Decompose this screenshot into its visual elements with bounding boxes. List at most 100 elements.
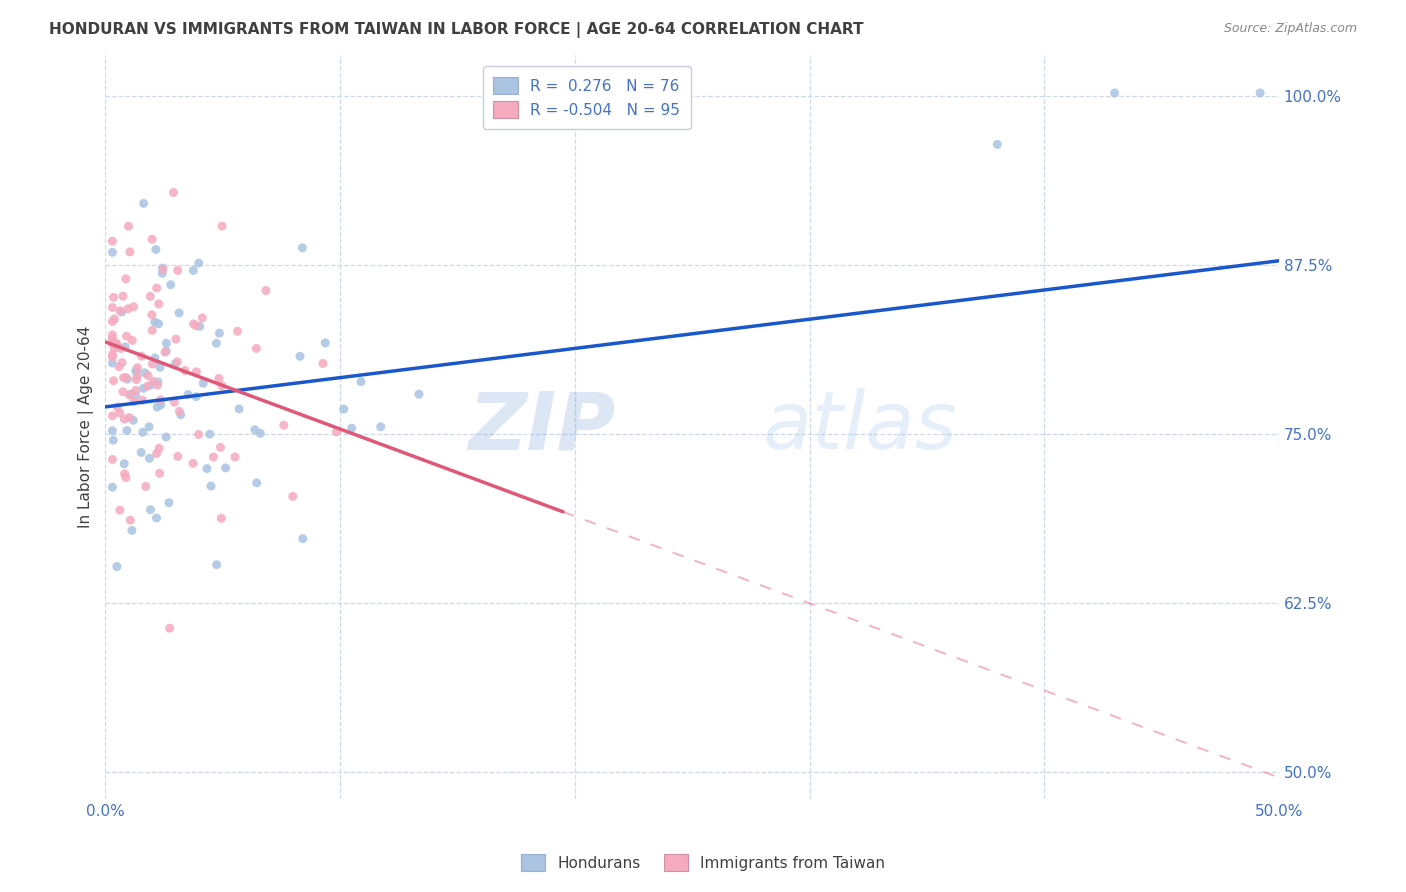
- Point: [101, 356, 124, 370]
- Point: [200, 479, 222, 493]
- Point: [165, 357, 187, 371]
- Point: [166, 263, 188, 277]
- Point: [101, 327, 124, 342]
- Y-axis label: In Labor Force | Age 20-64: In Labor Force | Age 20-64: [79, 326, 94, 528]
- Point: [191, 310, 214, 325]
- Legend: R =  0.276   N = 76, R = -0.504   N = 95: R = 0.276 N = 76, R = -0.504 N = 95: [482, 67, 690, 128]
- Point: [117, 219, 139, 234]
- Point: [208, 371, 231, 385]
- Point: [205, 558, 228, 572]
- Point: [103, 433, 125, 447]
- Point: [211, 219, 233, 234]
- Point: [312, 356, 335, 370]
- Text: atlas: atlas: [762, 388, 957, 467]
- Point: [281, 489, 304, 503]
- Point: [101, 234, 124, 248]
- Point: [149, 398, 172, 412]
- Point: [115, 272, 138, 286]
- Point: [115, 370, 138, 384]
- Point: [288, 349, 311, 363]
- Point: [132, 381, 155, 395]
- Point: [208, 326, 231, 341]
- Point: [254, 284, 277, 298]
- Point: [101, 350, 124, 364]
- Point: [139, 378, 162, 392]
- Point: [148, 442, 170, 456]
- Point: [186, 390, 208, 404]
- Point: [101, 409, 124, 423]
- Point: [202, 450, 225, 464]
- Point: [187, 256, 209, 270]
- Point: [108, 359, 131, 374]
- Point: [145, 447, 167, 461]
- Point: [101, 452, 124, 467]
- Point: [153, 345, 176, 359]
- Point: [166, 450, 188, 464]
- Point: [125, 369, 148, 384]
- Point: [105, 336, 128, 351]
- Point: [103, 374, 125, 388]
- Point: [170, 408, 193, 422]
- Point: [211, 379, 233, 393]
- Point: [103, 311, 125, 326]
- Point: [122, 394, 145, 409]
- Point: [141, 323, 163, 337]
- Point: [162, 186, 184, 200]
- Point: [188, 319, 211, 334]
- Legend: Hondurans, Immigrants from Taiwan: Hondurans, Immigrants from Taiwan: [515, 848, 891, 877]
- Point: [101, 334, 124, 349]
- Point: [181, 456, 204, 470]
- Point: [224, 450, 246, 464]
- Point: [117, 301, 139, 316]
- Point: [152, 261, 174, 276]
- Point: [408, 387, 430, 401]
- Point: [108, 503, 131, 517]
- Point: [209, 511, 232, 525]
- Point: [114, 340, 136, 354]
- Point: [149, 360, 172, 375]
- Point: [101, 314, 124, 328]
- Point: [226, 324, 249, 338]
- Point: [131, 393, 153, 408]
- Point: [112, 412, 135, 426]
- Point: [152, 262, 174, 277]
- Point: [332, 402, 354, 417]
- Point: [340, 421, 363, 435]
- Point: [177, 387, 200, 401]
- Point: [166, 355, 188, 369]
- Point: [167, 306, 190, 320]
- Point: [145, 281, 167, 295]
- Point: [325, 425, 347, 439]
- Point: [136, 368, 159, 383]
- Point: [187, 427, 209, 442]
- Point: [246, 475, 269, 490]
- Point: [149, 467, 172, 481]
- Point: [159, 621, 181, 635]
- Point: [986, 137, 1008, 152]
- Point: [115, 470, 138, 484]
- Point: [139, 289, 162, 303]
- Point: [101, 301, 124, 315]
- Point: [186, 365, 208, 379]
- Point: [111, 355, 134, 369]
- Point: [103, 290, 125, 304]
- Point: [101, 424, 124, 438]
- Point: [101, 348, 124, 362]
- Point: [131, 349, 153, 363]
- Point: [273, 418, 295, 433]
- Point: [134, 366, 156, 380]
- Point: [120, 387, 142, 401]
- Point: [117, 372, 139, 386]
- Point: [143, 351, 166, 365]
- Point: [118, 388, 141, 402]
- Point: [155, 344, 177, 359]
- Point: [136, 379, 159, 393]
- Point: [111, 384, 134, 399]
- Point: [314, 335, 336, 350]
- Point: [112, 457, 135, 471]
- Point: [350, 375, 373, 389]
- Point: [159, 277, 181, 292]
- Point: [141, 308, 163, 322]
- Point: [135, 479, 157, 493]
- Point: [163, 395, 186, 409]
